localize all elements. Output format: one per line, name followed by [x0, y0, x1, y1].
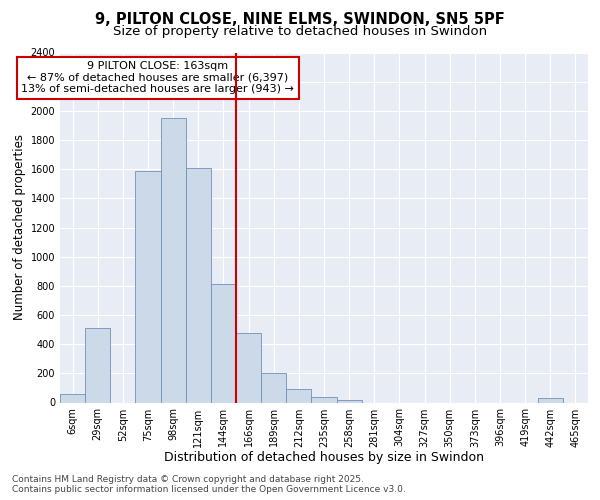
- X-axis label: Distribution of detached houses by size in Swindon: Distribution of detached houses by size …: [164, 451, 484, 464]
- Text: 9, PILTON CLOSE, NINE ELMS, SWINDON, SN5 5PF: 9, PILTON CLOSE, NINE ELMS, SWINDON, SN5…: [95, 12, 505, 28]
- Bar: [311, 396, 337, 402]
- Text: Size of property relative to detached houses in Swindon: Size of property relative to detached ho…: [113, 25, 487, 38]
- Bar: [136, 170, 161, 402]
- Text: 9 PILTON CLOSE: 163sqm
← 87% of detached houses are smaller (6,397)
13% of semi-: 9 PILTON CLOSE: 163sqm ← 87% of detached…: [21, 61, 294, 94]
- Bar: [186, 168, 211, 402]
- Bar: [211, 284, 236, 403]
- Bar: [261, 374, 286, 402]
- Bar: [85, 328, 110, 402]
- Bar: [161, 118, 186, 403]
- Bar: [236, 332, 261, 402]
- Text: Contains HM Land Registry data © Crown copyright and database right 2025.
Contai: Contains HM Land Registry data © Crown c…: [12, 474, 406, 494]
- Bar: [60, 394, 85, 402]
- Y-axis label: Number of detached properties: Number of detached properties: [13, 134, 26, 320]
- Bar: [286, 388, 311, 402]
- Bar: [337, 400, 362, 402]
- Bar: [538, 398, 563, 402]
